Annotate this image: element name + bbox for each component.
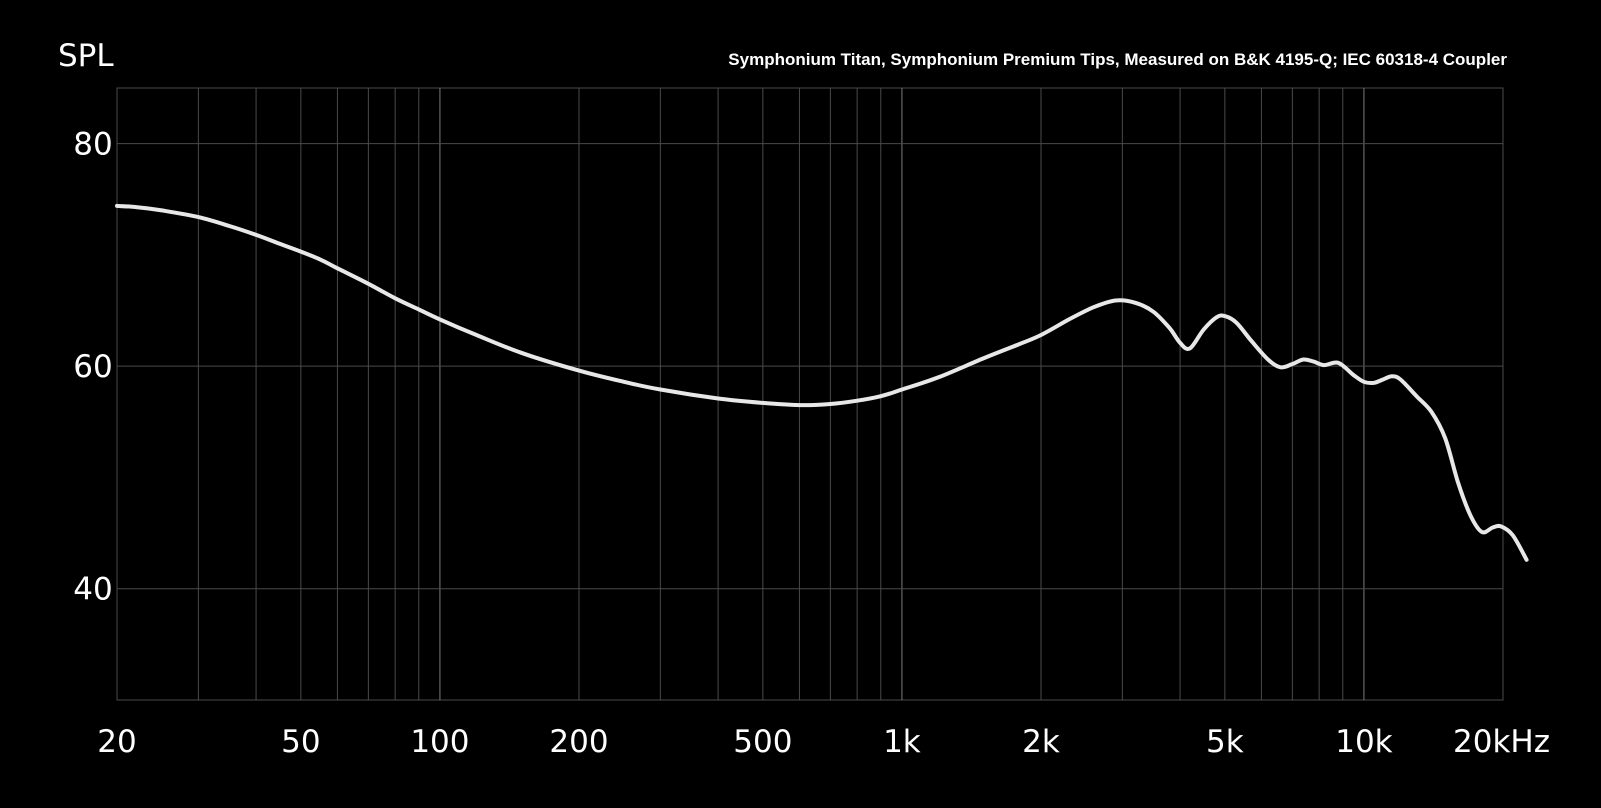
y-tick-label: 80	[73, 127, 112, 163]
x-tick-label: 10k	[1335, 724, 1392, 760]
grid	[116, 87, 1504, 701]
plot-frame	[116, 87, 1504, 701]
y-tick-label: 40	[73, 572, 112, 608]
y-tick-label: 60	[73, 349, 112, 385]
x-tick-label: 5k	[1206, 724, 1244, 760]
y-axis-label: SPL	[58, 38, 114, 74]
x-tick-label: 200	[549, 724, 608, 760]
series-line	[115, 203, 1529, 562]
x-tick-label: 100	[410, 724, 469, 760]
chart-title: Symphonium Titan, Symphonium Premium Tip…	[728, 50, 1507, 69]
x-tick-label: 20	[97, 724, 136, 760]
x-tick-label: 20kHz	[1453, 724, 1550, 760]
x-tick-label: 500	[733, 724, 792, 760]
x-tick-label: 50	[281, 724, 320, 760]
axes: 20 50 100 200 500 1k 2k 5k 10k 20kHz 80 60 40	[73, 127, 1550, 760]
series-layer	[115, 203, 1529, 562]
x-tick-label: 1k	[883, 724, 921, 760]
x-tick-label: 2k	[1022, 724, 1060, 760]
